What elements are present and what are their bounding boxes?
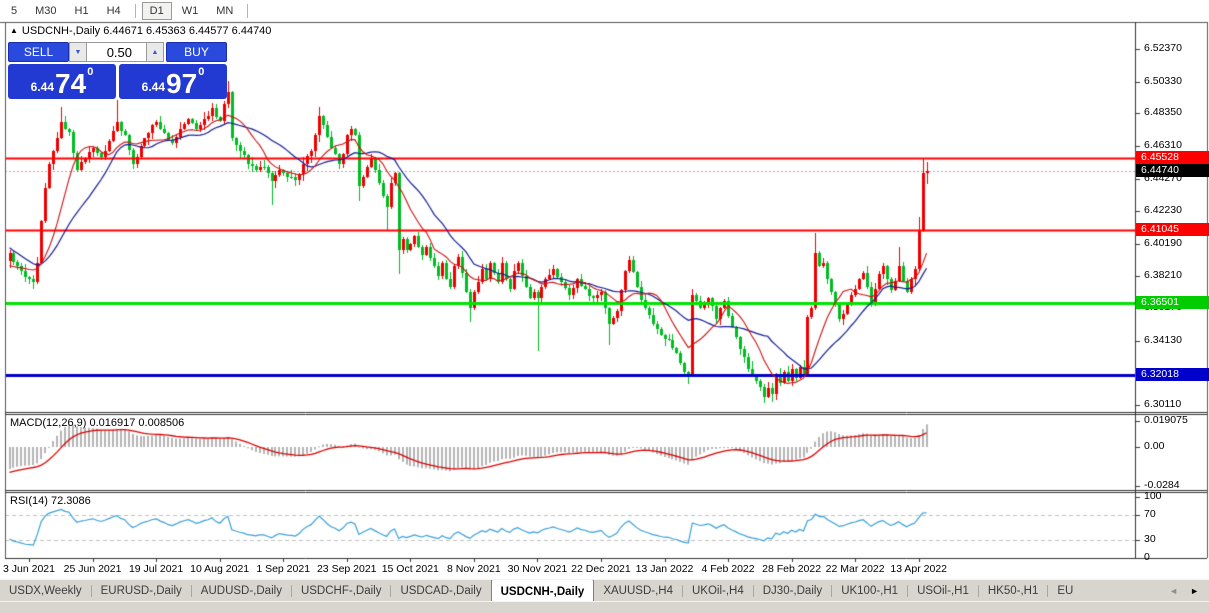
date-axis-label: 10 Aug 2021 bbox=[190, 563, 250, 575]
price-axis-label: 6.40190 bbox=[1144, 236, 1182, 249]
volume-input[interactable]: 0.50 bbox=[87, 42, 146, 62]
volume-decrease-button[interactable]: ▼ bbox=[69, 42, 87, 62]
date-axis-label: 22 Dec 2021 bbox=[571, 563, 631, 575]
macd-axis-label: 0.019075 bbox=[1144, 414, 1188, 426]
date-axis-label: 4 Feb 2022 bbox=[701, 563, 755, 575]
chart-tab-eurusd-daily[interactable]: EURUSD-,Daily bbox=[100, 585, 182, 597]
tab-separator bbox=[390, 585, 392, 597]
timeframe-button-w1[interactable]: W1 bbox=[181, 4, 199, 17]
tab-separator bbox=[977, 585, 979, 597]
chart-tab-usdcad-daily[interactable]: USDCAD-,Daily bbox=[400, 585, 482, 597]
toolbar-separator bbox=[247, 3, 249, 18]
macd-axis-label: 0.00 bbox=[1144, 440, 1165, 452]
chart-tab-bar: USDX,Weekly EURUSD-,Daily AUDUSD-,Daily USD… bbox=[0, 579, 1209, 602]
price-axis-label: 6.42230 bbox=[1144, 204, 1182, 217]
spinner-down-icon: ▼ bbox=[74, 48, 82, 56]
macd-indicator-label: MACD(12,26,9) 0.016917 0.008506 bbox=[10, 417, 185, 429]
rsi-axis-label: 30 bbox=[1144, 532, 1156, 545]
date-axis-label: 22 Mar 2022 bbox=[825, 563, 885, 575]
tab-separator bbox=[190, 585, 192, 597]
price-level-badge: 6.41045 bbox=[1136, 223, 1209, 237]
buy-price-big: 97 bbox=[166, 68, 198, 99]
timeframe-toolbar: 5 M30 H1 H4 D1 W1 MN bbox=[0, 0, 1209, 21]
tab-scroll-left-icon[interactable]: ◄ bbox=[1169, 586, 1179, 596]
date-axis-label: 3 Jun 2021 bbox=[3, 563, 55, 575]
rsi-indicator-label: RSI(14) 72.3086 bbox=[10, 495, 91, 507]
chart-tab-dj30-daily[interactable]: DJ30-,Daily bbox=[762, 585, 823, 597]
timeframe-button-h4[interactable]: H4 bbox=[106, 4, 121, 17]
sell-price-prefix: 6.44 bbox=[30, 80, 55, 94]
chart-tab-audusd-daily[interactable]: AUDUSD-,Daily bbox=[200, 585, 282, 597]
sell-price-pip: 0 bbox=[87, 66, 94, 78]
chart-tab-eu[interactable]: EU bbox=[1057, 585, 1074, 597]
price-axis-label: 6.38210 bbox=[1144, 268, 1182, 281]
tab-separator bbox=[752, 585, 754, 597]
rsi-axis-label: 100 bbox=[1144, 490, 1162, 502]
date-axis-label: 1 Sep 2021 bbox=[256, 563, 311, 575]
date-axis-label: 15 Oct 2021 bbox=[381, 563, 439, 575]
timeframe-button-5[interactable]: 5 bbox=[11, 4, 18, 17]
date-axis-label: 13 Jan 2022 bbox=[635, 563, 694, 575]
date-axis-label: 28 Feb 2022 bbox=[762, 563, 822, 575]
chart-tab-usoil-h1[interactable]: USOil-,H1 bbox=[917, 585, 969, 597]
chart-tab-usdchf-daily[interactable]: USDCHF-,Daily bbox=[300, 585, 382, 597]
chart-tab-ukoil-h4[interactable]: UKOil-,H4 bbox=[691, 585, 744, 597]
tab-separator bbox=[681, 585, 683, 597]
timeframe-button-mn[interactable]: MN bbox=[216, 4, 234, 17]
tab-separator bbox=[1047, 585, 1049, 597]
buy-button[interactable]: BUY bbox=[166, 42, 227, 62]
chart-tab-uk100-h1[interactable]: UK100-,H1 bbox=[841, 585, 899, 597]
chart-tab-usdcnh-daily[interactable]: USDCNH-,Daily bbox=[490, 580, 595, 602]
status-bar bbox=[0, 601, 1209, 613]
tab-separator bbox=[907, 585, 909, 597]
chart-tab-hk50-h1[interactable]: HK50-,H1 bbox=[987, 585, 1039, 597]
timeframe-button-d1[interactable]: D1 bbox=[141, 1, 172, 20]
price-level-badge: 6.32018 bbox=[1136, 367, 1209, 381]
timeframe-button-h1[interactable]: H1 bbox=[74, 4, 89, 17]
sell-price-box[interactable]: 6.44 74 0 bbox=[8, 64, 116, 99]
tab-separator bbox=[290, 585, 292, 597]
chart-tab-xauusd-h4[interactable]: XAUUSD-,H4 bbox=[603, 585, 673, 597]
date-axis-label: 19 Jul 2021 bbox=[128, 563, 184, 575]
tab-separator bbox=[90, 585, 92, 597]
price-level-badge: 6.45528 bbox=[1136, 151, 1209, 165]
price-level-badge: 6.44740 bbox=[1136, 164, 1209, 178]
tab-scroll-right-icon[interactable]: ► bbox=[1190, 586, 1199, 596]
tab-separator bbox=[831, 585, 833, 597]
price-axis-label: 6.34130 bbox=[1144, 333, 1182, 346]
date-axis-label: 13 Apr 2022 bbox=[890, 563, 948, 575]
date-axis-label: 8 Nov 2021 bbox=[446, 563, 501, 575]
one-click-trade-panel: SELL ▼ 0.50 ▲ BUY 6.44 74 0 6.44 97 0 bbox=[8, 42, 227, 99]
macd-axis-label: -0.0284 bbox=[1144, 478, 1180, 491]
chart-up-arrow-icon: ▲ bbox=[10, 26, 18, 35]
price-axis-label: 6.46310 bbox=[1144, 138, 1182, 151]
rsi-axis-label: 0 bbox=[1144, 551, 1150, 563]
chart-title: ▲ USDCNH-,Daily 6.44671 6.45363 6.44577 6… bbox=[10, 25, 271, 37]
buy-price-box[interactable]: 6.44 97 0 bbox=[119, 64, 227, 99]
rsi-axis-label: 70 bbox=[1144, 508, 1156, 521]
timeframe-button-m30[interactable]: M30 bbox=[35, 4, 57, 17]
date-axis-label: 25 Jun 2021 bbox=[63, 563, 122, 575]
spinner-up-icon: ▲ bbox=[151, 48, 159, 56]
sell-button[interactable]: SELL bbox=[8, 42, 69, 62]
toolbar-separator bbox=[134, 3, 136, 18]
price-axis-label: 6.30110 bbox=[1144, 398, 1182, 411]
date-axis-label: 30 Nov 2021 bbox=[507, 563, 568, 575]
buy-price-prefix: 6.44 bbox=[141, 80, 166, 94]
price-level-badge: 6.36501 bbox=[1136, 295, 1209, 309]
price-axis-label: 6.52370 bbox=[1144, 42, 1182, 54]
volume-increase-button[interactable]: ▲ bbox=[146, 42, 164, 62]
buy-price-pip: 0 bbox=[198, 66, 205, 78]
sell-price-big: 74 bbox=[55, 68, 87, 99]
tab-scroll-buttons: ◄ ► bbox=[1163, 584, 1205, 598]
date-axis-label: 23 Sep 2021 bbox=[316, 563, 377, 575]
price-axis-label: 6.50330 bbox=[1144, 74, 1182, 87]
chart-tab-usdx-weekly[interactable]: USDX,Weekly bbox=[9, 585, 82, 597]
chart-title-text: USDCNH-,Daily 6.44671 6.45363 6.44577 6.… bbox=[21, 25, 272, 37]
price-axis-label: 6.48350 bbox=[1144, 106, 1182, 119]
